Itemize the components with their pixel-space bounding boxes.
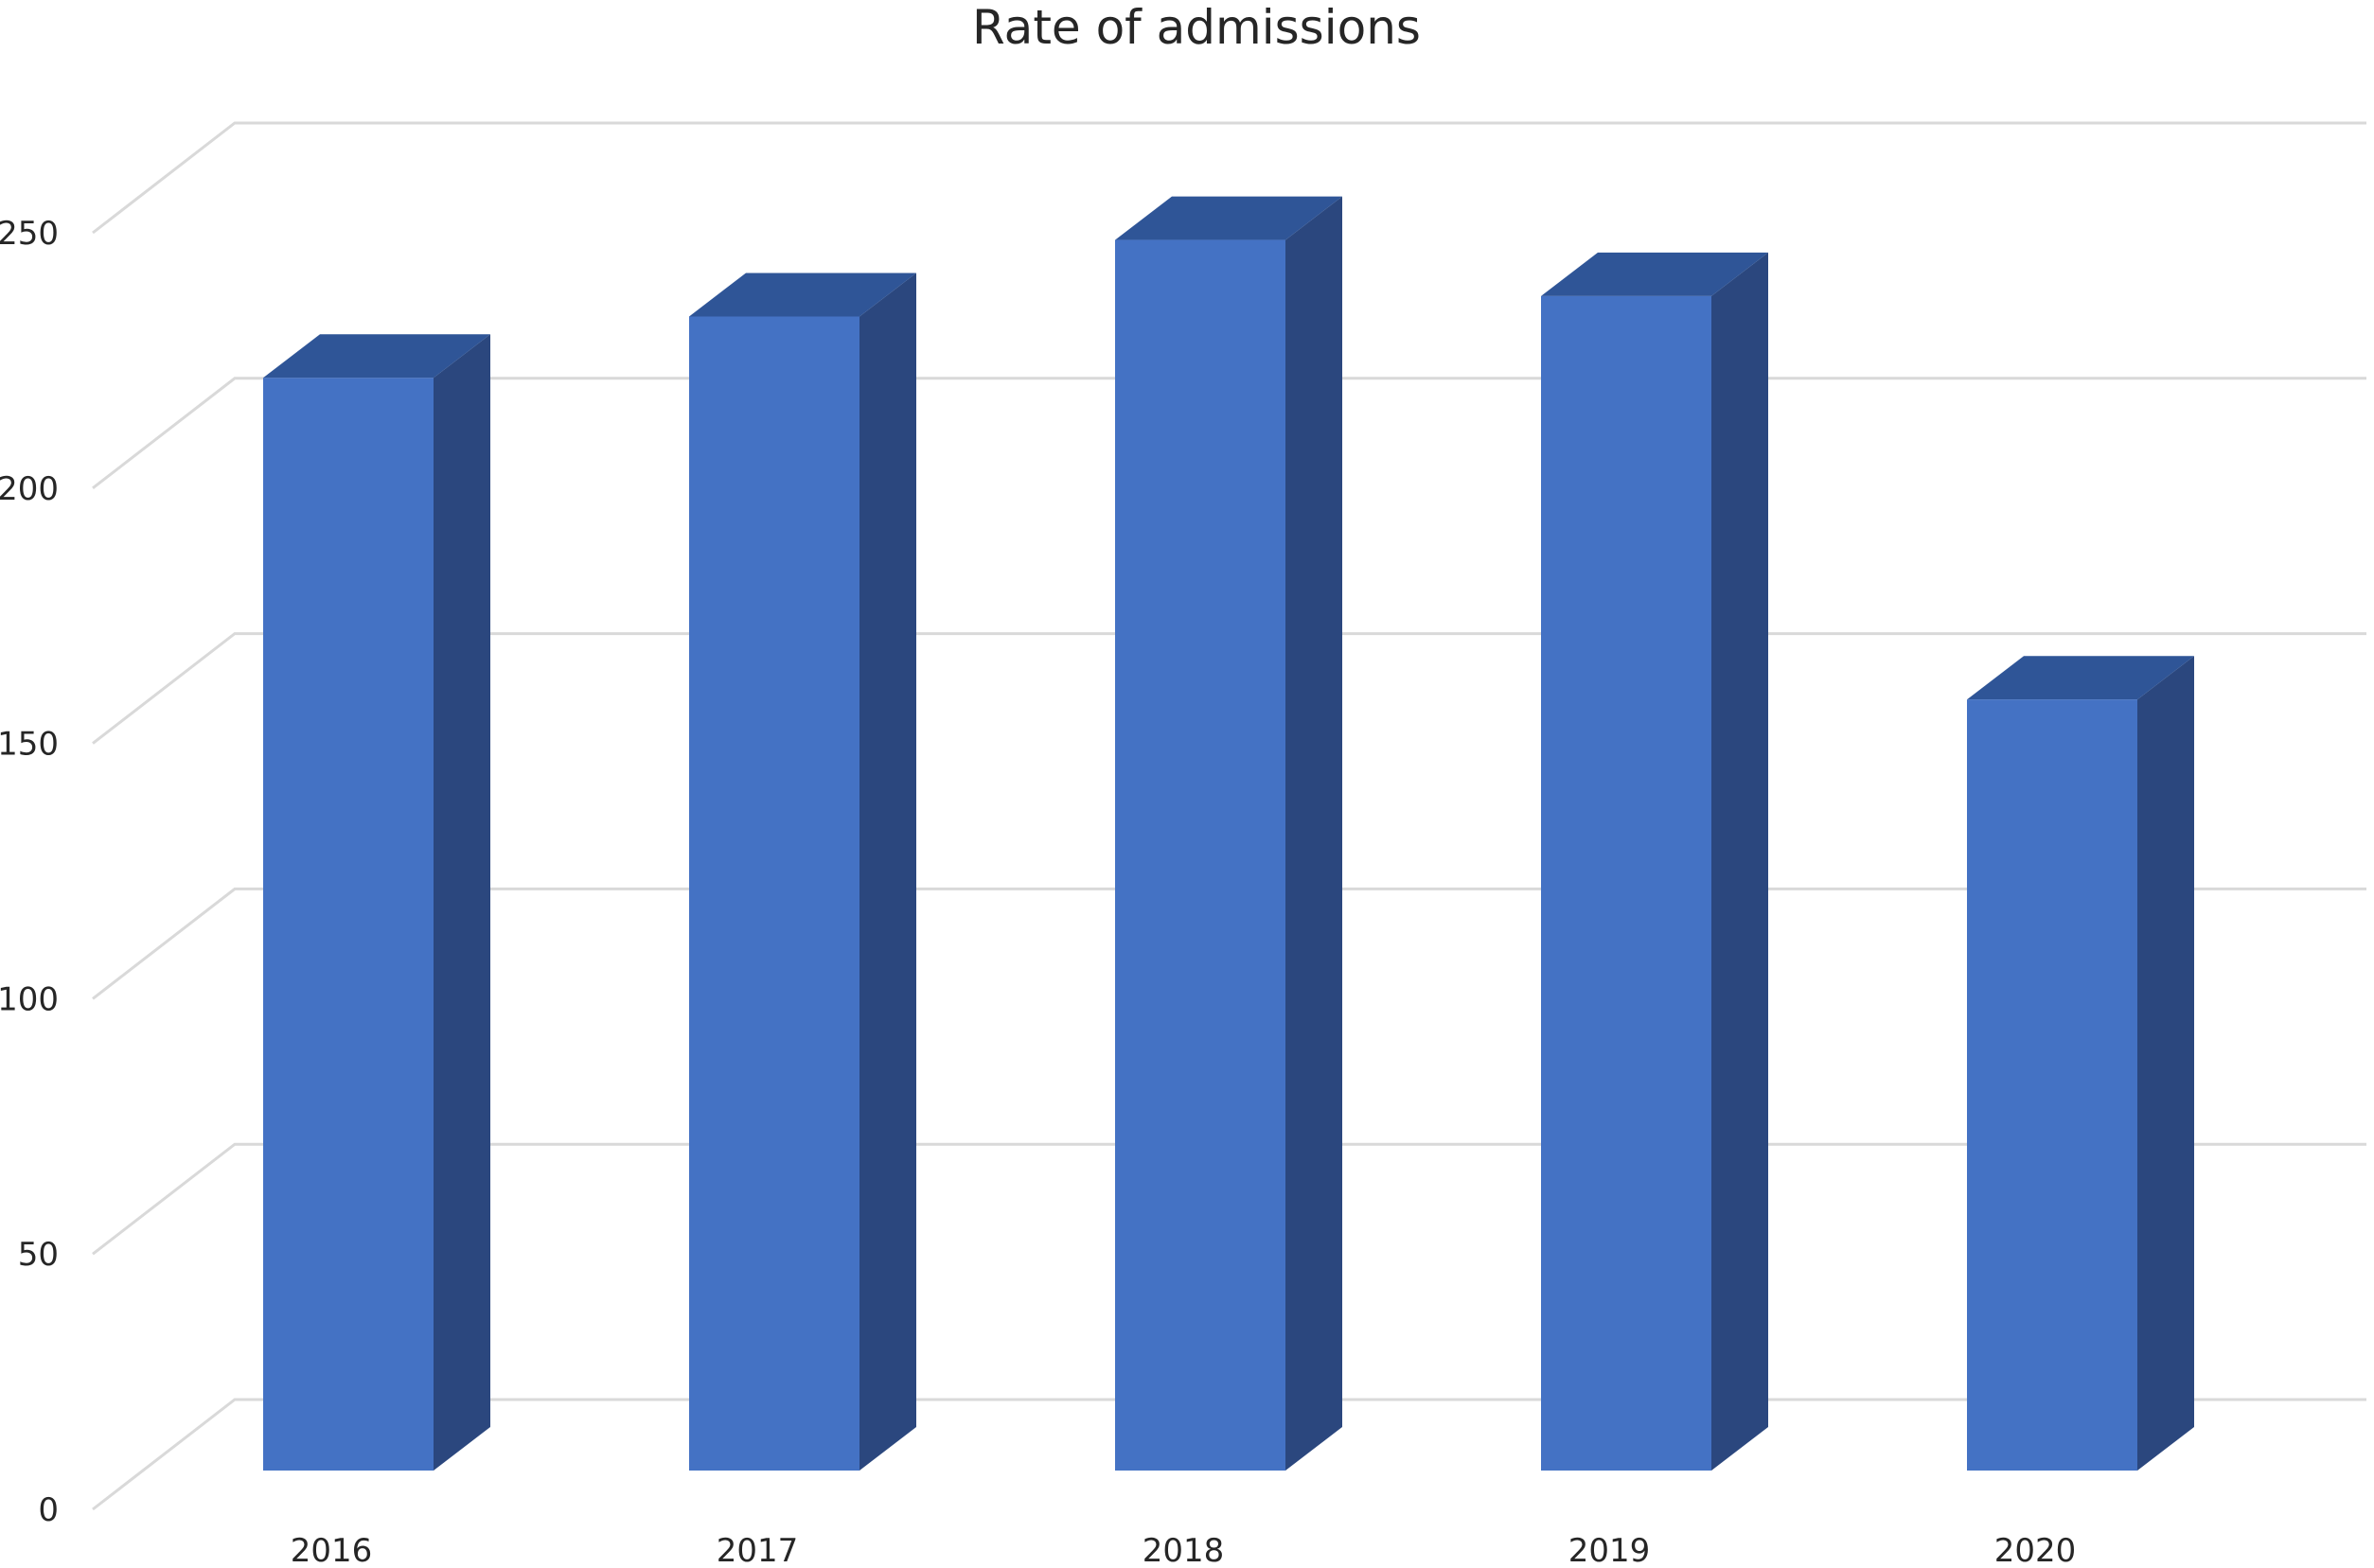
x-tick-label: 2018 <box>1143 1532 1225 1568</box>
x-tick-label: 2016 <box>291 1532 373 1568</box>
y-axis-ticks: 0 50 100 150 200 250 <box>0 215 59 1529</box>
x-tick-label: 2020 <box>1994 1532 2077 1568</box>
x-axis-ticks: 2016 2017 2018 2019 2020 <box>291 1532 2077 1568</box>
bar <box>1541 252 1768 1471</box>
bar-top <box>1115 196 1342 240</box>
bar <box>1115 196 1342 1471</box>
y-tick-label: 200 <box>0 470 59 508</box>
gridline <box>92 121 2366 235</box>
bar-front <box>263 378 434 1471</box>
bar-top <box>263 334 490 379</box>
bar-side <box>1711 252 1768 1471</box>
bar-top <box>1541 252 1768 296</box>
y-tick-label: 0 <box>38 1491 59 1529</box>
bar-front <box>1541 295 1711 1471</box>
bar-top <box>1967 656 2194 700</box>
y-tick-label: 100 <box>0 980 59 1018</box>
y-tick-label: 150 <box>0 726 59 764</box>
bar-side <box>859 273 916 1471</box>
bar <box>1967 656 2194 1471</box>
y-tick-label: 250 <box>0 215 59 253</box>
bar-side <box>434 334 490 1471</box>
bar <box>689 273 916 1471</box>
bar <box>263 334 490 1471</box>
bar-top <box>689 273 916 317</box>
bar-front <box>1115 239 1285 1471</box>
bar-front <box>1967 699 2137 1471</box>
x-tick-label: 2017 <box>717 1532 799 1568</box>
bars <box>263 196 2194 1471</box>
bar-side <box>1285 196 1342 1471</box>
bar-side <box>2137 656 2194 1471</box>
x-tick-label: 2019 <box>1568 1532 1651 1568</box>
chart-title: Rate of admissions <box>972 0 1421 55</box>
bar-front <box>689 316 859 1471</box>
y-tick-label: 50 <box>18 1236 59 1274</box>
